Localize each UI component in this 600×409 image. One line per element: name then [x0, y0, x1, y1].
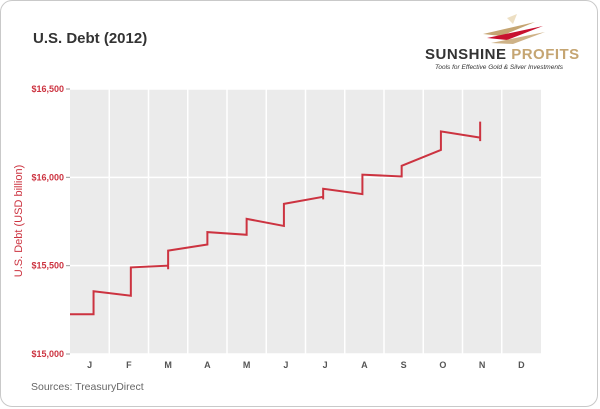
x-tick-label: A [361, 360, 368, 370]
logo-wordmark: SUNSHINE PROFITS [425, 46, 580, 63]
sunshine-profits-logo: SUNSHINE PROFITS Tools for Effective Gol… [425, 8, 585, 78]
logo-tagline: Tools for Effective Gold & Silver Invest… [435, 64, 564, 71]
series-line-us-debt [70, 121, 482, 316]
y-axis-ticks: $15,000 $15,500 $16,000 $16,500 [31, 84, 70, 359]
x-tick-label: S [401, 360, 407, 370]
x-tick-label: J [323, 360, 328, 370]
x-tick-label: J [87, 360, 92, 370]
logo-swoosh-icon [483, 14, 545, 44]
x-tick-label: A [204, 360, 211, 370]
y-axis-label: U.S. Debt (USD billion) [13, 165, 25, 277]
y-tick-label: $15,000 [31, 349, 64, 359]
y-tick-label: $15,500 [31, 261, 64, 271]
y-tick-label: $16,500 [31, 84, 64, 94]
x-tick-label: O [439, 360, 446, 370]
x-tick-label: J [283, 360, 288, 370]
x-tick-label: N [479, 360, 486, 370]
y-tick-label: $16,000 [31, 172, 64, 182]
x-tick-label: F [126, 360, 132, 370]
x-tick-label: M [243, 360, 251, 370]
chart-title: U.S. Debt (2012) [33, 30, 148, 47]
x-tick-label: D [518, 360, 525, 370]
source-note: Sources: TreasuryDirect [31, 381, 144, 393]
x-tick-label: M [164, 360, 172, 370]
